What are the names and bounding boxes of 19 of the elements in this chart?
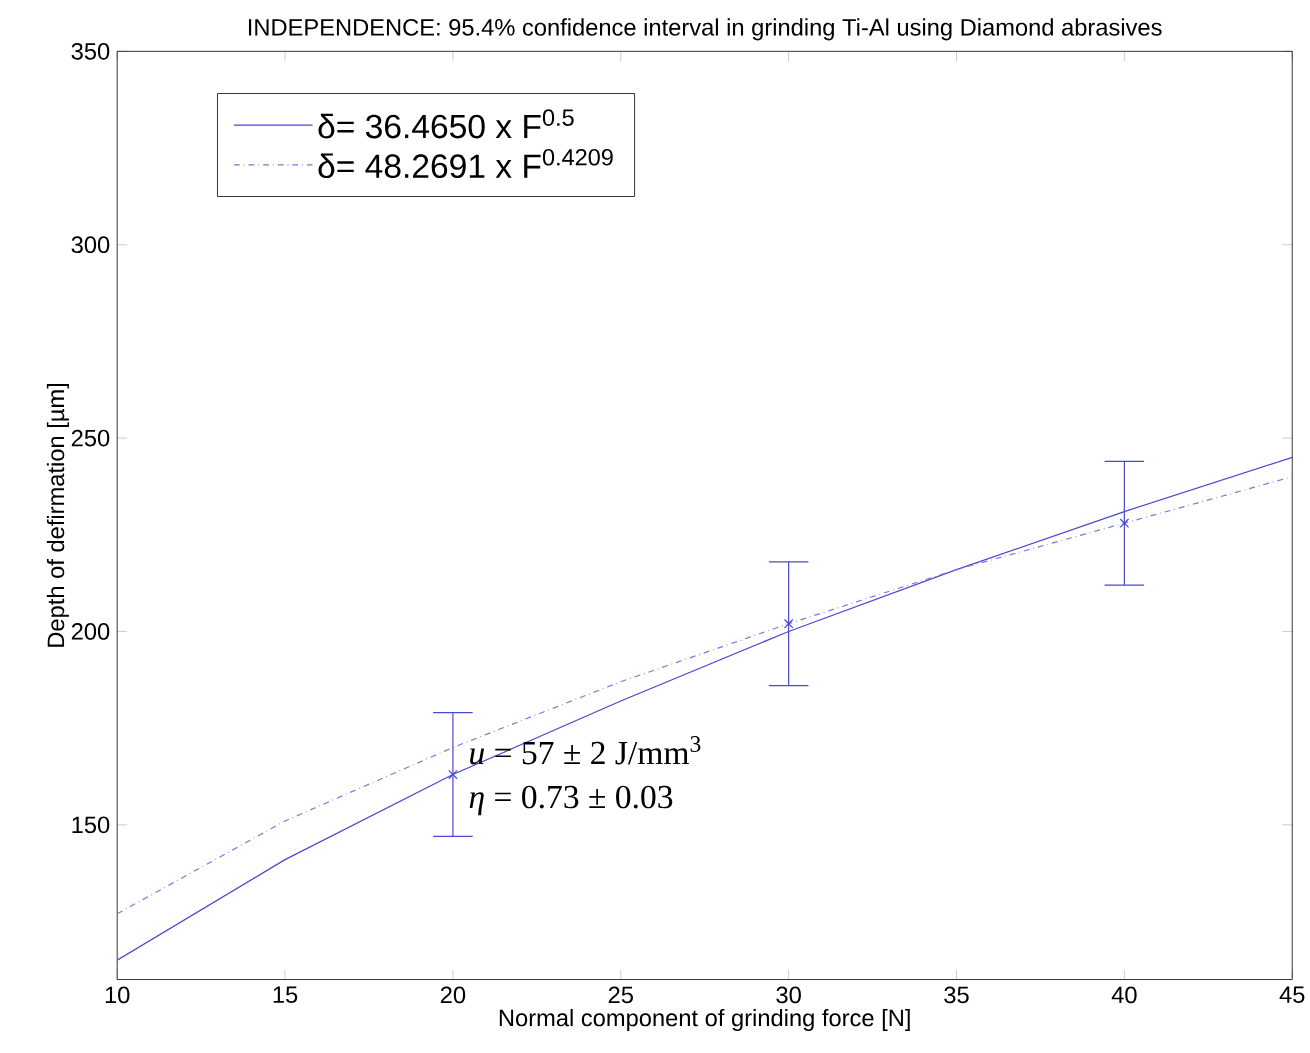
x-axis-title: Normal component of grinding force [N]: [499, 1009, 910, 1032]
x-tick-label: 45: [1279, 986, 1305, 1004]
x-tick-label: 40: [1111, 986, 1137, 1004]
y-tick-label: 250: [71, 429, 110, 447]
y-axis-title: Depth of defirmation [µm]: [46, 384, 69, 647]
y-tick-label: 200: [71, 623, 110, 641]
x-tick-label: 20: [440, 986, 466, 1004]
x-tick-label: 25: [608, 986, 633, 1004]
legend-label: δ= 48.2691 x F$^{0.4209}$: [318, 149, 613, 179]
chart-title: INDEPENDENCE: 95.4% confidence interval in grinding Ti-Al using Diamond abrasives: [248, 18, 1162, 41]
legend-label: δ= 36.4650 x F$^{0.5}$: [318, 109, 574, 139]
y-tick-label: 300: [71, 236, 110, 254]
annotation: η = 0.73 ± 0.03: [469, 785, 673, 816]
x-tick-label: 10: [105, 986, 130, 1004]
y-tick-label: 350: [71, 43, 110, 60]
x-tick-label: 35: [944, 986, 969, 1004]
y-tick-label: 150: [72, 816, 110, 834]
x-tick-label: 30: [776, 986, 801, 1004]
x-tick-label: 15: [273, 986, 298, 1004]
